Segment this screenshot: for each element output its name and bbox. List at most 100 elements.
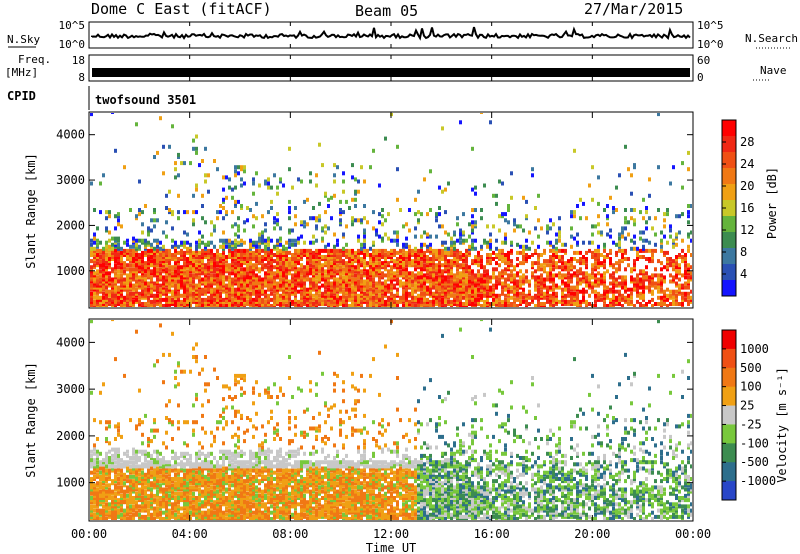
power-cell (645, 265, 648, 270)
power-cell (630, 191, 633, 196)
power-cell (432, 297, 435, 302)
power-cell (351, 222, 354, 227)
cpid-label: CPID (7, 89, 36, 103)
power-cell (417, 271, 420, 276)
power-cell (669, 263, 672, 268)
power-cell (594, 253, 597, 257)
power-cell (423, 259, 426, 264)
power-cell (417, 259, 420, 264)
power-cell (525, 293, 528, 298)
power-cell (555, 291, 558, 296)
power-cell (630, 275, 633, 280)
power-cell (267, 210, 270, 215)
power-cell (531, 263, 534, 268)
power-cell (462, 212, 465, 217)
power-cell (291, 267, 294, 272)
power-cell (525, 238, 528, 243)
power-cell (177, 259, 180, 264)
power-cell (660, 248, 663, 253)
power-cell (519, 295, 522, 300)
power-cell (336, 253, 339, 257)
power-cell (351, 273, 354, 278)
power-cell (651, 281, 654, 286)
power-cell (183, 287, 186, 292)
power-cell (231, 277, 234, 282)
power-cell (564, 299, 567, 304)
power-cell (492, 257, 495, 261)
power-cell (474, 191, 477, 196)
power-cell (135, 214, 138, 219)
power-cell (507, 259, 510, 264)
power-cell (192, 253, 195, 257)
power-cell (180, 265, 183, 270)
velocity-cell (102, 481, 105, 486)
power-cell (312, 263, 315, 268)
power-cell (168, 208, 171, 212)
power-cell (225, 275, 228, 280)
power-cell (255, 240, 258, 245)
power-cell (303, 220, 306, 225)
power-cell (234, 253, 237, 257)
power-cell (159, 257, 162, 261)
power-cell (633, 222, 636, 227)
power-cell (432, 302, 435, 306)
power-cell (237, 277, 240, 282)
power-cell (573, 302, 576, 306)
power-cell (183, 277, 186, 282)
power-cell (573, 265, 576, 270)
power-cell (684, 269, 687, 274)
power-cell (444, 246, 447, 251)
power-cell (267, 277, 270, 282)
power-cell (507, 250, 510, 255)
velocity-cell (120, 481, 123, 486)
power-cell (639, 236, 642, 241)
power-cell (507, 220, 510, 225)
power-cell (603, 263, 606, 268)
power-cell (570, 257, 573, 261)
power-cell (528, 291, 531, 296)
velocity-cell (102, 487, 105, 492)
power-cell (279, 267, 282, 272)
power-cell (297, 267, 300, 272)
power-cell (600, 277, 603, 282)
velocity-cell (117, 508, 120, 513)
power-cell (651, 277, 654, 282)
power-cell (198, 263, 201, 268)
power-cell (621, 277, 624, 282)
power-cell (324, 224, 327, 229)
power-cell (657, 295, 660, 300)
power-cell (393, 273, 396, 278)
power-cell (486, 273, 489, 278)
power-cell (357, 253, 360, 257)
power-cell (687, 302, 690, 306)
power-cell (678, 253, 681, 257)
power-cell (528, 246, 531, 251)
power-cell (150, 275, 153, 280)
power-cell (606, 222, 609, 227)
power-cell (330, 195, 333, 200)
velocity-cell (114, 508, 117, 513)
power-cell (93, 236, 96, 241)
power-cell (438, 263, 441, 268)
power-cell (252, 250, 255, 255)
power-cell (246, 253, 249, 257)
power-cell (144, 204, 147, 208)
power-cell (237, 263, 240, 268)
power-cell (153, 263, 156, 268)
power-cell (192, 210, 195, 215)
power-cell (129, 283, 132, 288)
power-cell (564, 302, 567, 306)
power-cell (372, 253, 375, 257)
power-cell (396, 287, 399, 292)
power-cell (357, 189, 360, 194)
velocity-cell (90, 470, 93, 475)
power-cell (519, 279, 522, 284)
power-cell (402, 291, 405, 296)
power-cell (144, 261, 147, 266)
power-cell (159, 267, 162, 272)
velocity-cell (108, 514, 111, 519)
power-cell (255, 297, 258, 302)
power-cell (261, 230, 264, 235)
power-cell (570, 210, 573, 215)
power-cell (300, 287, 303, 292)
